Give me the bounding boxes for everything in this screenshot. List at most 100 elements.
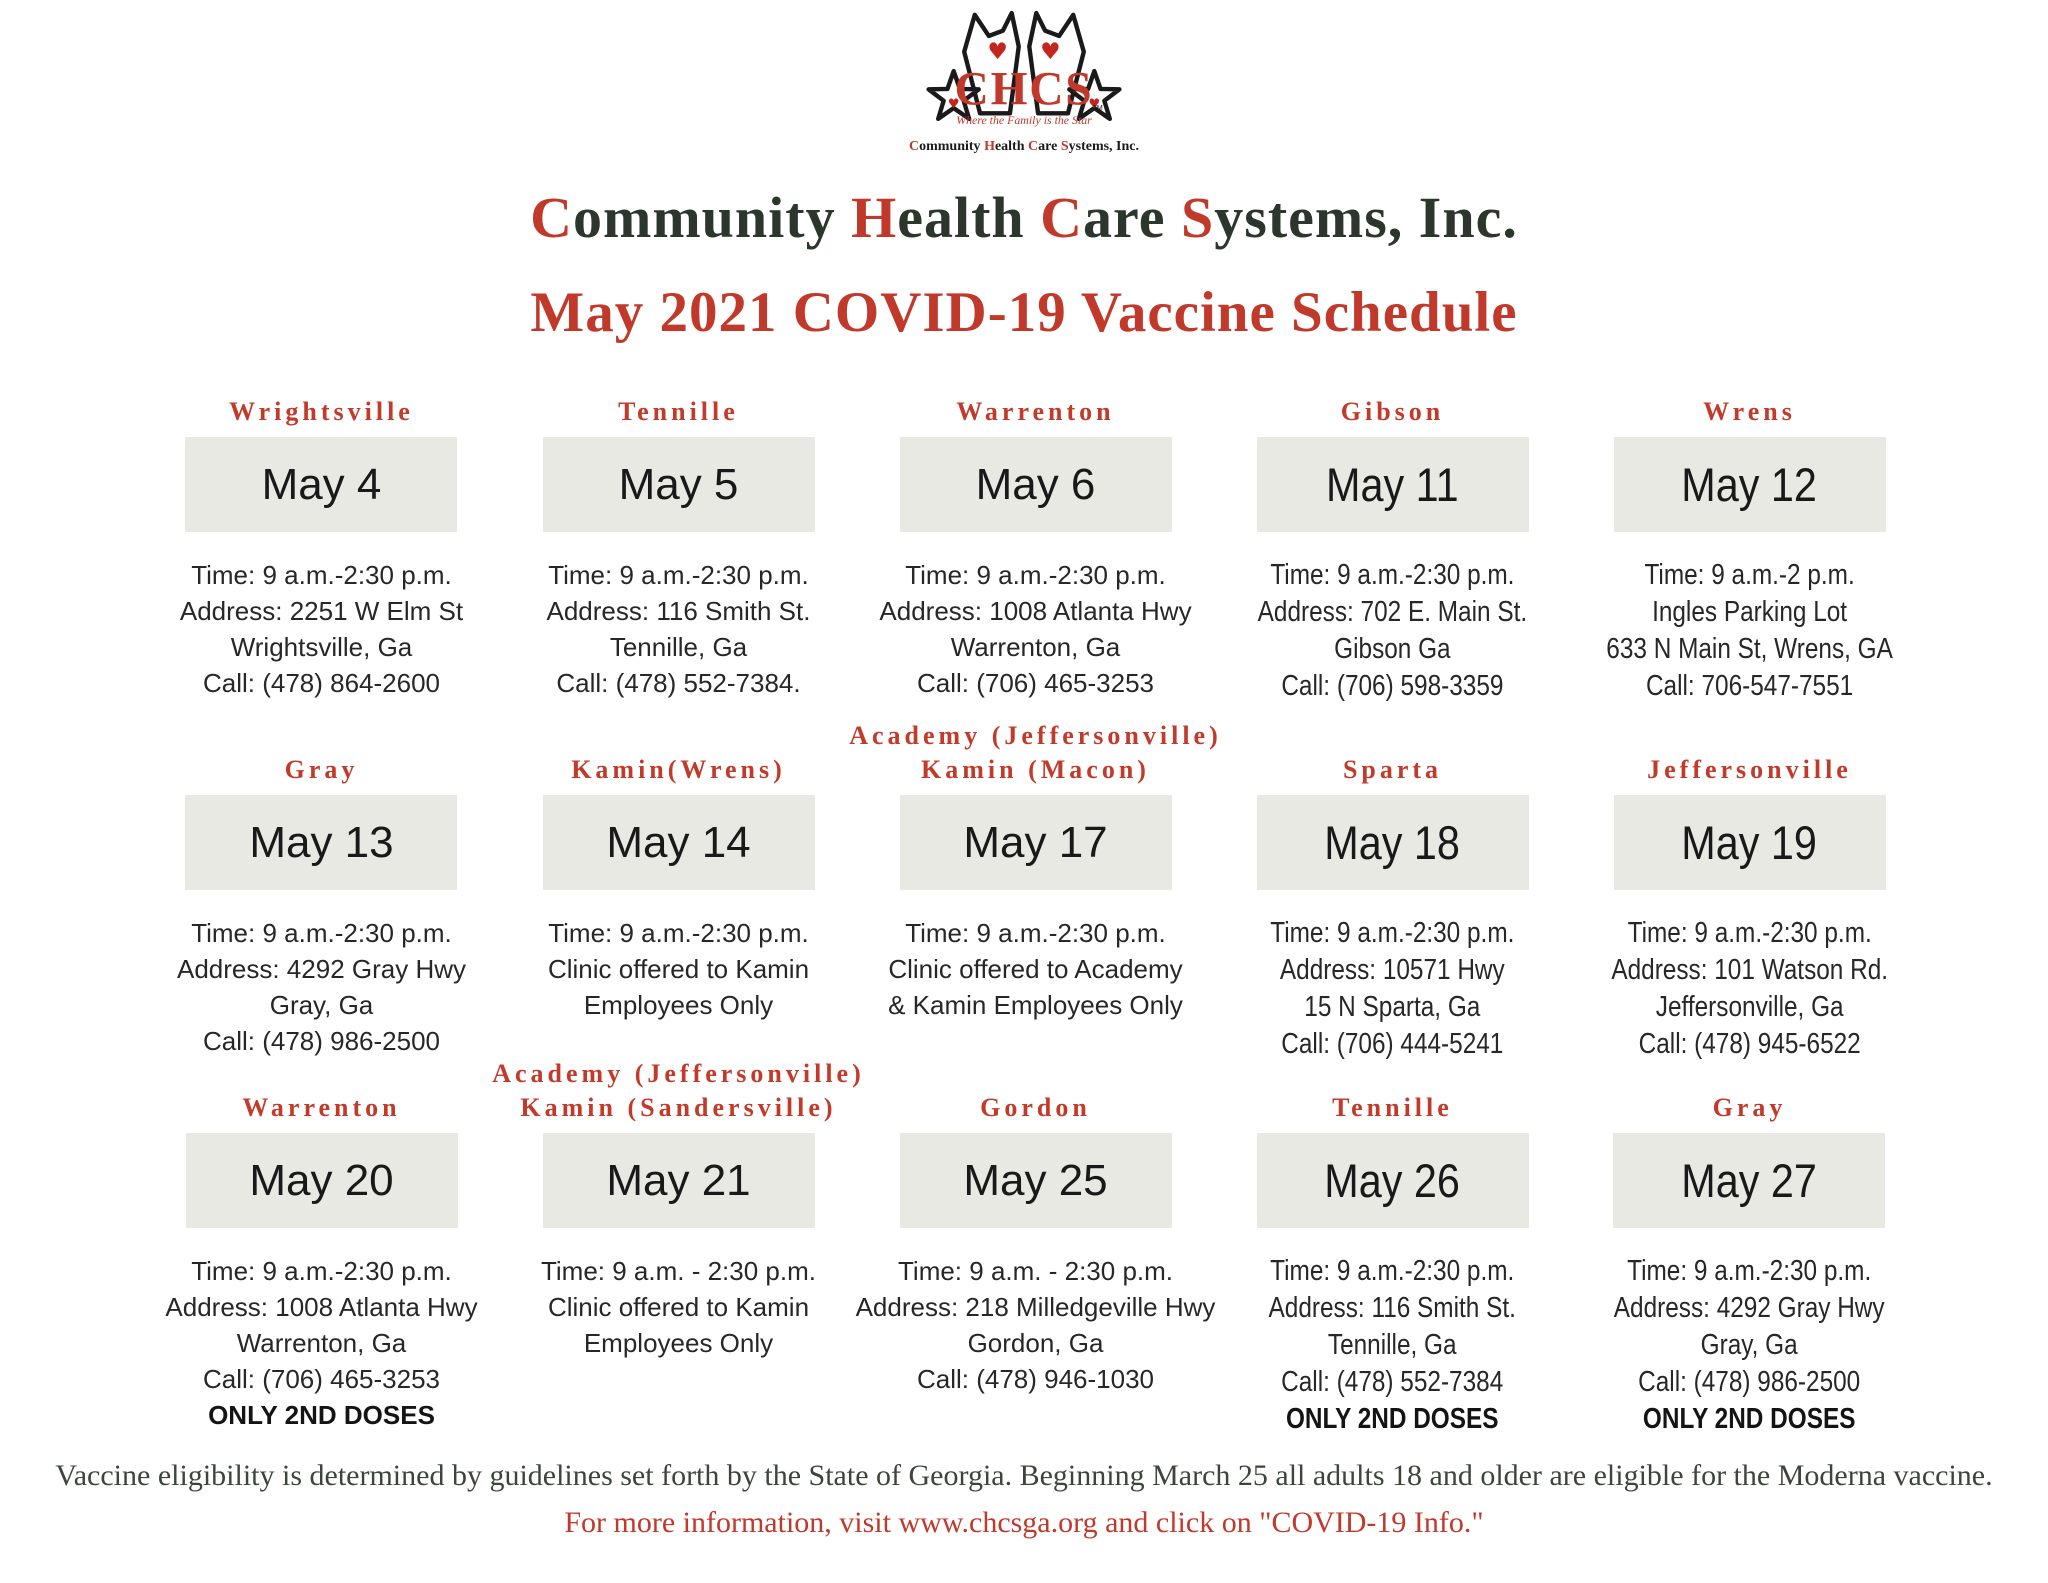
date-label: May 12 <box>1681 458 1818 511</box>
detail-line: Address: 116 Smith St. <box>546 596 811 626</box>
location-title-line: Wrens <box>1703 397 1796 426</box>
card-details: Time: 9 a.m.-2:30 p.m. Address: 1008 Atla… <box>165 1253 477 1433</box>
date-box: May 4 <box>185 437 458 532</box>
detail-line: Jeffersonville, Ga <box>1655 991 1844 1023</box>
location-title-line: Sparta <box>1342 755 1443 784</box>
location-title: Gray <box>285 711 359 787</box>
location-title-line: Kamin (Sandersville) <box>520 1093 837 1122</box>
detail-line: Call: (478) 552-7384. <box>556 668 801 698</box>
logo-tm-text: TM <box>1093 105 1103 112</box>
detail-line: Address: 4292 Gray Hwy <box>176 954 466 984</box>
card-details: Time: 9 a.m. - 2:30 p.m. Address: 218 Mil… <box>856 1253 1216 1397</box>
card-details: Time: 9 a.m.-2:30 p.m. Address: 4292 Gray… <box>1614 1253 1885 1438</box>
brand-initial: H <box>984 139 995 154</box>
schedule-row-3: Warrenton May 20 Time: 9 a.m.-2:30 p.m. Add… <box>143 1049 1928 1438</box>
date-label: May 20 <box>249 1155 394 1205</box>
card-details: Time: 9 a.m.-2:30 p.m. Address: 116 Smith… <box>547 557 811 701</box>
footer-note: Vaccine eligibility is determined by gui… <box>54 1452 1994 1546</box>
location-title-line: Kamin (Macon) <box>921 755 1150 784</box>
detail-line: Clinic offered to Kamin <box>547 954 810 984</box>
detail-line: Call: (706) 444-5241 <box>1281 1028 1504 1060</box>
location-title-line: Tennille <box>618 397 739 426</box>
date-box: May 20 <box>185 1133 458 1228</box>
location-title: Gray <box>1713 1049 1787 1125</box>
detail-line: Call: (478) 945-6522 <box>1638 1028 1861 1060</box>
detail-line: Warrenton, Ga <box>236 1328 407 1358</box>
detail-line: 15 N Sparta, Ga <box>1304 991 1481 1023</box>
date-box: May 11 <box>1256 437 1529 532</box>
detail-line: Time: 9 a.m.-2:30 p.m. <box>191 918 452 948</box>
title-initial: C <box>530 185 574 250</box>
detail-line: Address: 101 Watson Rd. <box>1611 954 1888 986</box>
detail-line: Call: (706) 465-3253 <box>916 668 1155 698</box>
detail-line: Tennille, Ga <box>1328 1329 1457 1361</box>
detail-line: Gordon, Ga <box>967 1328 1104 1358</box>
detail-line: Employees Only <box>583 990 774 1020</box>
detail-line: Gibson Ga <box>1334 633 1451 665</box>
schedule-card: Gray May 27 Time: 9 a.m.-2:30 p.m. Address:… <box>1588 1049 1910 1438</box>
location-title-line: Warrenton <box>956 397 1115 426</box>
schedule-card: Tennille May 5 Time: 9 a.m.-2:30 p.m. Addre… <box>542 389 815 705</box>
schedule-card: Sparta May 18 Time: 9 a.m.-2:30 p.m. Addres… <box>1247 711 1538 1063</box>
brand-text: are <box>1038 139 1061 154</box>
title-initial: C <box>1040 185 1084 250</box>
schedule-card: Gibson May 11 Time: 9 a.m.-2:30 p.m. Addres… <box>1232 389 1553 705</box>
location-title: Warrenton <box>242 1049 400 1125</box>
date-label: May 4 <box>261 459 382 509</box>
footer-text: Vaccine eligibility is determined by gui… <box>55 1459 1993 1492</box>
detail-line: Time: 9 a.m.-2:30 p.m. <box>191 560 452 590</box>
date-label: May 25 <box>963 1155 1108 1205</box>
title-text: ystems, Inc. <box>1214 185 1518 250</box>
logo-chcs-text: CHCS <box>955 64 1094 116</box>
doses-note: ONLY 2ND DOSES <box>1643 1403 1856 1435</box>
detail-line: Time: 9 a.m.-2 p.m. <box>1644 559 1855 591</box>
date-label: May 5 <box>618 459 739 509</box>
date-box: May 6 <box>899 437 1172 532</box>
date-label: May 6 <box>975 459 1096 509</box>
location-title-line: Gray <box>1712 1093 1787 1122</box>
card-details: Time: 9 a.m.-2:30 p.m. Address: 116 Smith… <box>1269 1253 1516 1438</box>
card-details: Time: 9 a.m.-2:30 p.m. Address: 101 Watso… <box>1611 915 1888 1063</box>
date-label: May 11 <box>1326 458 1459 511</box>
date-label: May 14 <box>606 817 751 867</box>
card-details: Time: 9 a.m.-2:30 p.m. Address: 2251 W El… <box>180 557 463 701</box>
location-title: Kamin(Wrens) <box>571 711 786 787</box>
location-title: Gibson <box>1341 389 1445 429</box>
location-title: Wrens <box>1703 389 1796 429</box>
date-label: May 21 <box>606 1155 751 1205</box>
chcs-logo: ♥ ♥ ♥ ♥ CHCS TM Where the Family is the … <box>926 10 1122 127</box>
svg-text:♥: ♥ <box>987 39 1007 65</box>
detail-line: Time: 9 a.m.-2:30 p.m. <box>191 1256 452 1286</box>
detail-line: Time: 9 a.m.-2:30 p.m. <box>548 918 809 948</box>
detail-line: Time: 9 a.m. - 2:30 p.m. <box>898 1256 1174 1286</box>
schedule-card: Academy (Jeffersonville) Kamin (Sandersvi… <box>492 1049 865 1438</box>
detail-line: Clinic offered to Academy <box>888 954 1183 984</box>
page-title: Community Health Care Systems, Inc. <box>0 184 2048 251</box>
brand-text: ystems, Inc. <box>1068 139 1140 154</box>
schedule-card: Wrightsville May 4 Time: 9 a.m.-2:30 p.m. A… <box>180 389 463 705</box>
schedule-row-2: Gray May 13 Time: 9 a.m.-2:30 p.m. Address:… <box>143 711 1928 1063</box>
schedule-card: Warrenton May 20 Time: 9 a.m.-2:30 p.m. Add… <box>165 1049 477 1438</box>
detail-line: Address: 2251 W Elm St <box>179 596 464 626</box>
location-title: Wrightsville <box>229 389 414 429</box>
detail-line: Address: 4292 Gray Hwy <box>1614 1292 1885 1324</box>
location-title: Tennille <box>1332 1049 1453 1125</box>
date-box: May 21 <box>542 1133 815 1228</box>
location-title-line: Academy (Jeffersonville) <box>849 721 1222 750</box>
svg-text:♥: ♥ <box>1040 39 1060 65</box>
card-details: Time: 9 a.m.-2:30 p.m. Address: 4292 Gray… <box>177 915 466 1059</box>
logo-stars-icon <box>926 68 1122 122</box>
location-title-line: Wrightsville <box>229 397 414 426</box>
detail-line: Address: 1008 Atlanta Hwy <box>165 1292 478 1322</box>
doses-note: ONLY 2ND DOSES <box>208 1400 435 1430</box>
schedule-card: Wrens May 12 Time: 9 a.m.-2 p.m. Ingles Par… <box>1579 389 1920 705</box>
brand-text: ealth <box>994 139 1029 154</box>
detail-line: Time: 9 a.m.-2:30 p.m. <box>1270 1255 1515 1287</box>
schedule-card: Jeffersonville May 19 Time: 9 a.m.-2:30 p.… <box>1585 711 1914 1063</box>
date-box: May 5 <box>542 437 815 532</box>
detail-line: Address: 1008 Atlanta Hwy <box>879 596 1192 626</box>
card-details: Time: 9 a.m.-2:30 p.m. Address: 10571 Hwy… <box>1270 915 1514 1063</box>
detail-line: 633 N Main St, Wrens, GA <box>1606 633 1893 665</box>
date-label: May 27 <box>1681 1154 1818 1207</box>
detail-line: Address: 10571 Hwy <box>1280 954 1505 986</box>
